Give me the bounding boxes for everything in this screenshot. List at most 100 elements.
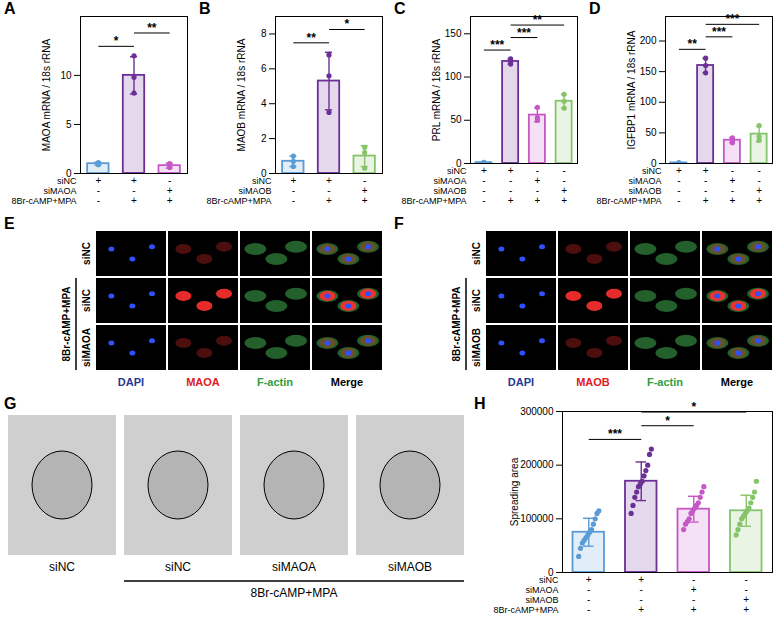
svg-text:+: + bbox=[703, 195, 709, 206]
html-text:H: H bbox=[474, 395, 486, 412]
svg-text:+: + bbox=[508, 195, 514, 206]
svg-text:siNC: siNC bbox=[81, 289, 92, 312]
svg-text:siMAOB: siMAOB bbox=[238, 186, 271, 196]
svg-text:siMAOA: siMAOA bbox=[433, 176, 466, 186]
svg-text:**: ** bbox=[306, 31, 316, 45]
html-text:B: B bbox=[199, 0, 211, 17]
svg-text:10: 10 bbox=[60, 70, 72, 81]
svg-text:siMAOA: siMAOA bbox=[525, 585, 558, 595]
svg-text:8Br-cAMP+MPA: 8Br-cAMP+MPA bbox=[251, 586, 338, 600]
svg-text:siNC: siNC bbox=[471, 242, 482, 265]
svg-text:0: 0 bbox=[260, 167, 267, 179]
svg-text:8Br-cAMP+MPA: 8Br-cAMP+MPA bbox=[401, 196, 466, 206]
svg-text:50: 50 bbox=[450, 114, 462, 125]
svg-text:F-actin: F-actin bbox=[257, 376, 293, 388]
svg-text:siNC: siNC bbox=[165, 560, 191, 574]
svg-text:Merge: Merge bbox=[721, 376, 753, 388]
svg-text:5: 5 bbox=[66, 119, 72, 130]
svg-text:100000: 100000 bbox=[520, 513, 554, 524]
html-text:E: E bbox=[4, 215, 15, 232]
svg-text:2: 2 bbox=[261, 133, 267, 144]
svg-text:+: + bbox=[362, 195, 368, 206]
svg-text:siNC: siNC bbox=[539, 575, 559, 585]
svg-text:+: + bbox=[743, 604, 749, 615]
svg-text:***: *** bbox=[608, 427, 622, 441]
svg-text:siMAOB: siMAOB bbox=[471, 328, 482, 367]
svg-text:+: + bbox=[691, 604, 697, 615]
svg-text:siMAOB: siMAOB bbox=[433, 186, 466, 196]
svg-text:Merge: Merge bbox=[331, 376, 363, 388]
svg-text:***: *** bbox=[517, 26, 531, 40]
svg-text:6: 6 bbox=[261, 63, 267, 74]
svg-text:300000: 300000 bbox=[520, 406, 554, 417]
svg-text:**: ** bbox=[533, 13, 543, 27]
svg-text:200000: 200000 bbox=[520, 459, 554, 470]
svg-text:-: - bbox=[677, 195, 680, 206]
svg-text:siNC: siNC bbox=[471, 289, 482, 312]
svg-text:***: *** bbox=[712, 25, 726, 39]
svg-text:+: + bbox=[131, 195, 137, 206]
svg-text:siMAOB: siMAOB bbox=[388, 560, 432, 574]
svg-text:8: 8 bbox=[261, 28, 267, 39]
svg-text:+: + bbox=[638, 604, 644, 615]
svg-text:+: + bbox=[756, 195, 762, 206]
svg-text:*: * bbox=[344, 17, 349, 31]
svg-text:8Br-cAMP+MPA: 8Br-cAMP+MPA bbox=[206, 196, 271, 206]
svg-text:siNC: siNC bbox=[252, 176, 272, 186]
svg-text:-: - bbox=[97, 195, 100, 206]
svg-text:siNC: siNC bbox=[642, 166, 662, 176]
svg-text:siNC: siNC bbox=[81, 242, 92, 265]
svg-text:+: + bbox=[729, 195, 735, 206]
html-text:C: C bbox=[394, 0, 406, 17]
svg-text:siNC: siNC bbox=[447, 166, 467, 176]
html-text:A: A bbox=[4, 0, 16, 17]
svg-text:***: *** bbox=[725, 12, 739, 26]
svg-text:siMAOB: siMAOB bbox=[628, 186, 661, 196]
svg-text:-: - bbox=[482, 195, 485, 206]
svg-text:MAOB: MAOB bbox=[576, 376, 610, 388]
svg-text:siMAOA: siMAOA bbox=[628, 176, 661, 186]
svg-text:DAPI: DAPI bbox=[508, 376, 534, 388]
svg-text:Spreading area: Spreading area bbox=[509, 457, 520, 526]
svg-text:-: - bbox=[292, 195, 295, 206]
svg-text:200: 200 bbox=[640, 35, 657, 46]
svg-text:100: 100 bbox=[640, 96, 657, 107]
svg-text:8Br-cAMP+MPA: 8Br-cAMP+MPA bbox=[596, 196, 661, 206]
html-text:G: G bbox=[4, 395, 17, 412]
svg-text:MAOB mRNA / 18s rRNA: MAOB mRNA / 18s rRNA bbox=[236, 38, 247, 151]
svg-text:+: + bbox=[534, 195, 540, 206]
svg-text:50: 50 bbox=[645, 127, 657, 138]
svg-text:8Br-cAMP+MPA: 8Br-cAMP+MPA bbox=[451, 286, 462, 361]
svg-text:**: ** bbox=[147, 21, 157, 35]
svg-text:siNC: siNC bbox=[57, 176, 77, 186]
html-text:F: F bbox=[394, 215, 404, 232]
svg-text:**: ** bbox=[688, 37, 698, 51]
svg-text:8Br-cAMP+MPA: 8Br-cAMP+MPA bbox=[493, 605, 558, 615]
svg-text:8Br-cAMP+MPA: 8Br-cAMP+MPA bbox=[11, 196, 76, 206]
svg-text:+: + bbox=[167, 195, 173, 206]
svg-text:*: * bbox=[665, 414, 670, 428]
html-text:D: D bbox=[589, 0, 601, 17]
svg-text:PRL mRNA / 18s rRNA: PRL mRNA / 18s rRNA bbox=[431, 38, 442, 141]
svg-text:siNC: siNC bbox=[49, 560, 75, 574]
svg-text:siMAOA: siMAOA bbox=[43, 186, 76, 196]
svg-text:4: 4 bbox=[261, 98, 267, 109]
svg-text:*: * bbox=[114, 34, 119, 48]
svg-text:siMAOB: siMAOB bbox=[525, 595, 558, 605]
svg-text:+: + bbox=[326, 195, 332, 206]
svg-text:siMAOA: siMAOA bbox=[81, 328, 92, 367]
svg-text:F-actin: F-actin bbox=[647, 376, 683, 388]
svg-text:150: 150 bbox=[640, 66, 657, 77]
svg-text:IGFBP1 mRNA / 18s rRNA: IGFBP1 mRNA / 18s rRNA bbox=[626, 30, 637, 149]
svg-text:DAPI: DAPI bbox=[118, 376, 144, 388]
svg-text:MAOA: MAOA bbox=[186, 376, 220, 388]
svg-text:150: 150 bbox=[445, 28, 462, 39]
svg-text:-: - bbox=[587, 604, 590, 615]
svg-text:MAOA mRNA / 18s rRNA: MAOA mRNA / 18s rRNA bbox=[41, 39, 52, 152]
svg-text:0: 0 bbox=[65, 167, 72, 179]
svg-text:+: + bbox=[561, 195, 567, 206]
svg-text:siMAOA: siMAOA bbox=[272, 560, 316, 574]
svg-text:***: *** bbox=[490, 38, 504, 52]
svg-text:8Br-cAMP+MPA: 8Br-cAMP+MPA bbox=[61, 286, 72, 361]
svg-text:100: 100 bbox=[445, 71, 462, 82]
